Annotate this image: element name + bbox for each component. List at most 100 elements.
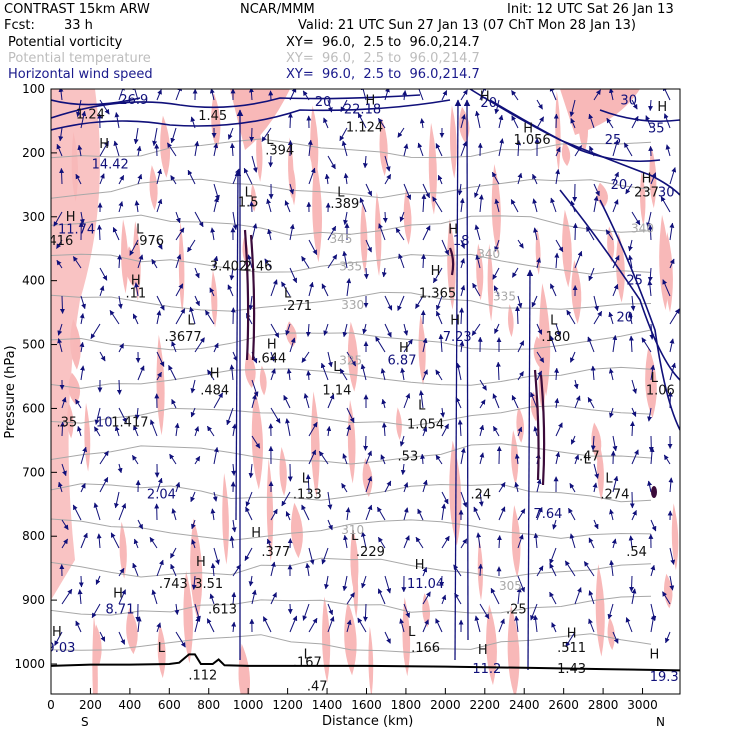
wind-vector: [641, 337, 652, 353]
wind-vector: [302, 90, 310, 101]
wind-vector: [648, 145, 654, 157]
wind-vector: [154, 143, 160, 157]
wind-vector: [137, 365, 145, 381]
wind-vector: [342, 453, 348, 465]
wind-vector: [474, 183, 481, 198]
pv-shade-blob: [251, 389, 263, 490]
contour-label-theta: 335: [339, 260, 362, 274]
wind-vector: [133, 538, 139, 549]
x-tick-label: 1000: [233, 698, 264, 712]
wind-vector: [132, 89, 139, 101]
wind-vector: [478, 194, 484, 213]
wind-vector: [270, 508, 278, 521]
wind-vector: [418, 390, 424, 409]
wind-vector: [308, 547, 315, 565]
wind-vector: [156, 89, 162, 101]
y-tick-label: 1000: [14, 657, 45, 671]
wind-vector: [588, 618, 595, 633]
contour-label-pv: 3.51: [194, 577, 223, 592]
wind-vector: [536, 257, 541, 269]
y-tick-label: 900: [22, 593, 45, 607]
contour-label-pv: H: [52, 625, 62, 640]
wind-vector: [459, 340, 465, 353]
wind-vector: [61, 588, 73, 605]
pv-shade-blob: [447, 218, 456, 310]
center-title: NCAR/MMM: [240, 2, 315, 17]
wind-vector: [435, 454, 443, 465]
contour-label-wind: 9.03: [46, 641, 75, 656]
wind-vector: [649, 446, 655, 465]
wind-vector: [589, 145, 595, 157]
pv-shade-blob: [663, 573, 673, 609]
wind-vector: [549, 89, 557, 101]
wind-vector: [649, 323, 655, 340]
wind-vector: [549, 547, 557, 565]
wind-vector: [80, 365, 85, 381]
wind-vector: [151, 258, 158, 269]
x-tick-label: 2800: [588, 698, 619, 712]
x-tick-label: 0: [47, 698, 55, 712]
wind-vector: [262, 616, 272, 633]
wind-vector: [80, 446, 88, 465]
pv-shade-blob: [596, 182, 608, 208]
wind-vector: [99, 450, 109, 465]
wind-vector: [118, 567, 125, 577]
pv-shade-blob: [259, 365, 267, 396]
wind-vector: [399, 211, 405, 222]
wind-vector: [75, 173, 82, 185]
contour-label-pv: .644: [257, 352, 286, 367]
wind-vector: [533, 614, 539, 633]
wind-vector: [168, 365, 177, 381]
contour-label-theta: 340: [631, 221, 654, 235]
wind-vector: [56, 239, 63, 249]
contour-label-pv: .11: [125, 286, 146, 301]
contour-label-pv: .271: [283, 299, 312, 314]
wind-vector: [531, 295, 538, 308]
wind-vector: [251, 379, 259, 397]
contour-label-pv: L: [302, 472, 310, 487]
wind-vector: [132, 562, 139, 577]
wind-vector: [498, 482, 506, 493]
wind-vector: [612, 171, 619, 185]
wind-vector: [629, 421, 635, 437]
wind-vector: [530, 603, 538, 621]
wind-vector: [270, 279, 278, 297]
wind-vector: [234, 169, 242, 521]
contour-label-pv: H: [131, 274, 141, 289]
wind-vector: [170, 127, 177, 144]
wind-vector: [550, 197, 557, 213]
wind-vector: [587, 336, 595, 353]
contour-label-theta: 310: [341, 523, 364, 537]
contour-label-pv: H: [448, 223, 458, 238]
wind-vector: [231, 463, 237, 476]
wind-vector: [359, 197, 367, 213]
pv-shade-blob: [659, 214, 670, 311]
wind-vector: [339, 127, 348, 142]
wind-vector: [438, 333, 444, 353]
contour-label-wind: 11.74: [58, 223, 95, 238]
wind-vector: [378, 223, 386, 241]
wind-vector: [549, 591, 557, 605]
wind-vector: [569, 483, 576, 493]
pv-shade-blob: [93, 624, 102, 667]
wind-vector: [266, 198, 272, 213]
wind-vector: [118, 503, 127, 521]
wind-vector: [532, 173, 538, 185]
wind-vector: [631, 379, 638, 394]
wind-vector: [536, 116, 545, 129]
contour-label-pv: 1.054: [407, 417, 444, 432]
wind-vector: [384, 480, 392, 493]
wind-vector: [384, 631, 391, 644]
contour-label-pv: .377: [261, 545, 290, 560]
x-axis-title: Distance (km): [322, 714, 413, 729]
pv-shade-blob: [379, 117, 388, 177]
contour-label-wind: 20: [611, 178, 628, 193]
wind-vector: [479, 603, 490, 620]
wind-vector: [625, 183, 633, 195]
pv-shade-blob: [671, 503, 679, 571]
wind-vector: [340, 99, 348, 112]
wind-vector: [440, 407, 446, 418]
wind-vector: [251, 394, 257, 409]
theta-contour: [51, 291, 652, 312]
